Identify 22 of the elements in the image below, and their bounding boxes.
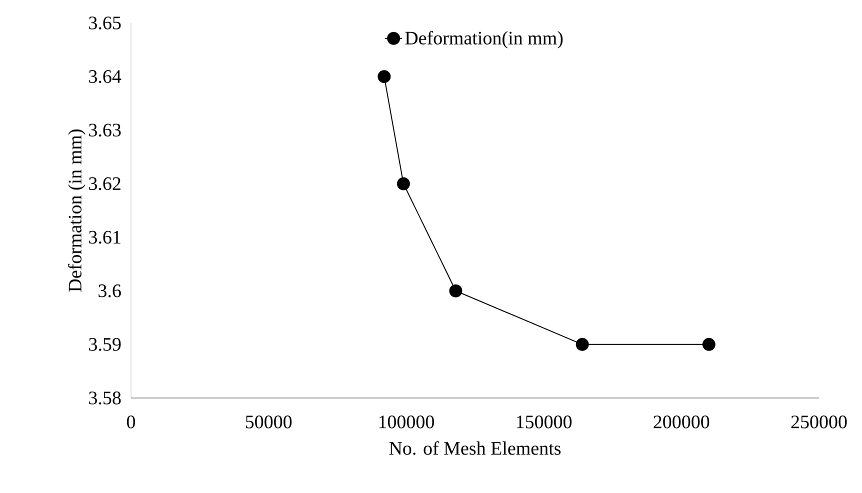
y-tick-label: 3.65 xyxy=(89,16,121,30)
point xyxy=(702,338,716,351)
y-tick-label: 3.59 xyxy=(89,338,121,351)
y-tick-label: 3.64 xyxy=(89,70,122,83)
x-tick-label: 250000 xyxy=(791,416,847,428)
x-tick-label: 0 xyxy=(126,416,136,428)
y-tick-label: 3.6 xyxy=(98,284,121,298)
x-axis-title: No. of Mesh Elements xyxy=(389,441,561,455)
y-axis-title: Deformation (in mm) xyxy=(68,130,86,292)
x-tick-label: 200000 xyxy=(654,416,710,428)
y-tick-label: 3.63 xyxy=(89,124,121,137)
point xyxy=(449,284,462,298)
y-tick-label: 3.62 xyxy=(89,177,120,190)
legend-label: Deformation(in mm) xyxy=(405,30,563,48)
y-tick-label: 3.58 xyxy=(89,392,121,404)
x-tick-label: 100000 xyxy=(379,416,434,428)
point xyxy=(396,177,410,190)
point xyxy=(576,338,589,351)
y-tick-label: 3.61 xyxy=(89,230,120,244)
x-tick-label: 50000 xyxy=(246,416,292,428)
point xyxy=(378,70,391,84)
x-tick-label: 150000 xyxy=(516,416,572,428)
